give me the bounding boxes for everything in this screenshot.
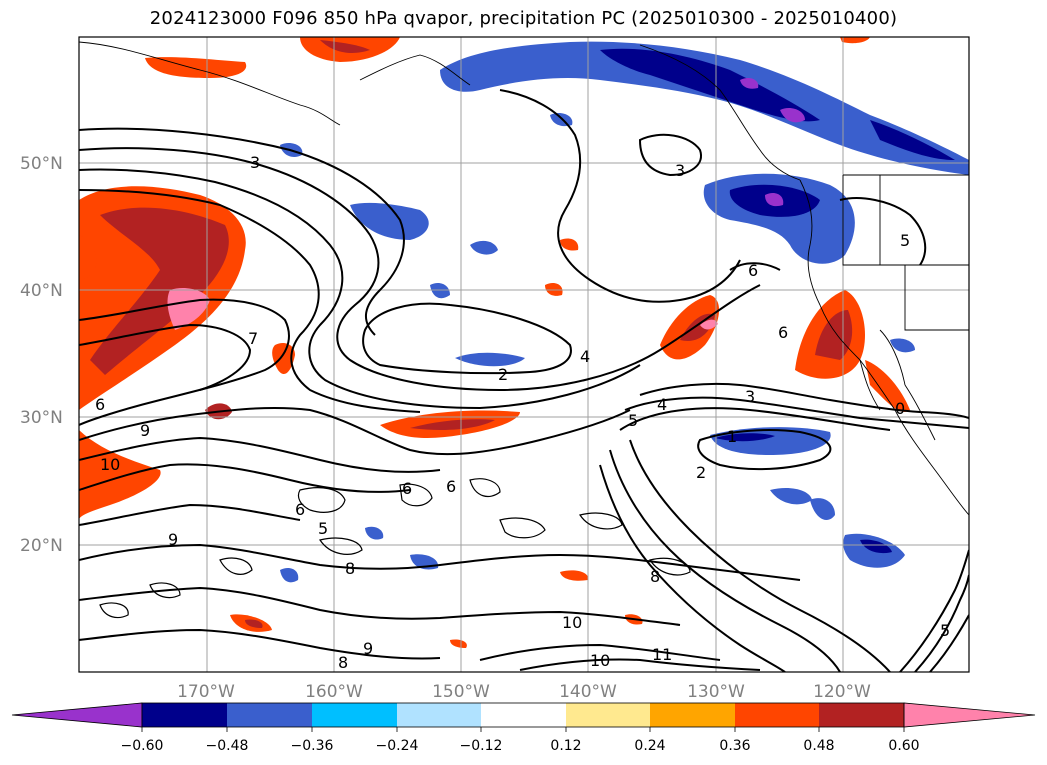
- colorbar-tick-marks: [141, 727, 905, 732]
- contour-label: 6: [778, 323, 788, 342]
- contour-label: 6: [295, 500, 305, 519]
- contour-label: 9: [363, 639, 373, 658]
- contour-label: 7: [248, 329, 258, 348]
- colorbar-segment: [312, 703, 397, 727]
- lon-label-120w: 120°W: [813, 682, 871, 702]
- contour-label: 9: [140, 421, 150, 440]
- map-panel: 3 3 5 6 6 7 6 9 10 2 4 3 5 4 1 2 6 6 5 6: [78, 36, 970, 673]
- colorbar-segment: [397, 703, 481, 727]
- contour-label: 8: [345, 559, 355, 578]
- contour-label: 3: [745, 387, 755, 406]
- coastlines: [79, 41, 969, 516]
- lat-label-20n: 20°N: [20, 536, 63, 556]
- contour-label: 4: [657, 395, 667, 414]
- lat-label-40n: 40°N: [20, 281, 63, 301]
- lon-label-130w: 130°W: [687, 682, 745, 702]
- contour-label: 0: [895, 399, 905, 418]
- colorbar-segment: [819, 703, 904, 727]
- colorbar-segment: [142, 703, 227, 727]
- colorbar-segment: [227, 703, 312, 727]
- contour-label: 6: [748, 261, 758, 280]
- map-title: 2024123000 F096 850 hPa qvapor, precipit…: [149, 8, 898, 29]
- longitude-labels: 170°W 160°W 150°W 140°W 130°W 120°W: [177, 682, 871, 702]
- contour-label: 4: [580, 347, 590, 366]
- latitude-labels: 50°N 40°N 30°N 20°N: [20, 154, 63, 556]
- colorbar-tick-label: −0.60: [121, 738, 164, 754]
- colorbar-tick-label: 0.36: [719, 738, 750, 754]
- minor-contours: [99, 478, 691, 619]
- map-frame: [78, 36, 970, 673]
- colorbar-tick-label: −0.36: [291, 738, 334, 754]
- colorbar-tick-label: −0.48: [206, 738, 249, 754]
- colorbar-segment: [566, 703, 650, 727]
- contour-label: 8: [338, 653, 348, 672]
- contour-label: 6: [402, 479, 412, 498]
- colorbar: −0.60 −0.48 −0.36 −0.24 −0.12 0.12 0.24 …: [11, 702, 1036, 754]
- contour-label: 5: [940, 621, 950, 640]
- colorbar-left-extension: [11, 702, 143, 728]
- contour-label: 5: [318, 519, 328, 538]
- colorbar-segment: [735, 703, 819, 727]
- lat-label-30n: 30°N: [20, 408, 63, 428]
- colorbar-tick-label: 0.12: [550, 738, 581, 754]
- contour-label: 6: [95, 395, 105, 414]
- colorbar-tick-label: −0.24: [376, 738, 419, 754]
- colorbar-tick-label: 0.24: [634, 738, 665, 754]
- contour-label: 2: [696, 463, 706, 482]
- colorbar-tick-label: 0.60: [888, 738, 919, 754]
- contour-labels: 3 3 5 6 6 7 6 9 10 2 4 3 5 4 1 2 6 6 5 6: [95, 153, 950, 672]
- lon-label-160w: 160°W: [305, 682, 363, 702]
- contour-label: 10: [100, 455, 120, 474]
- lon-label-150w: 150°W: [432, 682, 490, 702]
- contour-label: 8: [650, 567, 660, 586]
- contour-label: 3: [675, 161, 685, 180]
- contour-label: 6: [446, 477, 456, 496]
- precip-negative-shading: [280, 41, 969, 583]
- contour-label: 1: [727, 427, 737, 446]
- contour-label: 3: [250, 153, 260, 172]
- contour-label: 10: [590, 651, 610, 670]
- contour-label: 10: [562, 613, 582, 632]
- lon-label-140w: 140°W: [559, 682, 617, 702]
- colorbar-segment: [481, 703, 566, 727]
- qvapor-contours: [79, 89, 969, 672]
- lon-label-170w: 170°W: [177, 682, 235, 702]
- colorbar-segment: [650, 703, 735, 727]
- contour-label: 9: [168, 530, 178, 549]
- colorbar-right-extension: [903, 702, 1036, 728]
- colorbar-tick-label: 0.48: [803, 738, 834, 754]
- contour-label: 2: [498, 365, 508, 384]
- contour-label: 5: [900, 231, 910, 250]
- colorbar-frame: [141, 702, 905, 728]
- lat-label-50n: 50°N: [20, 154, 63, 174]
- contour-label: 5: [628, 411, 638, 430]
- graticule: [79, 37, 969, 672]
- contour-label: 11: [652, 645, 672, 664]
- colorbar-tick-label: −0.12: [460, 738, 503, 754]
